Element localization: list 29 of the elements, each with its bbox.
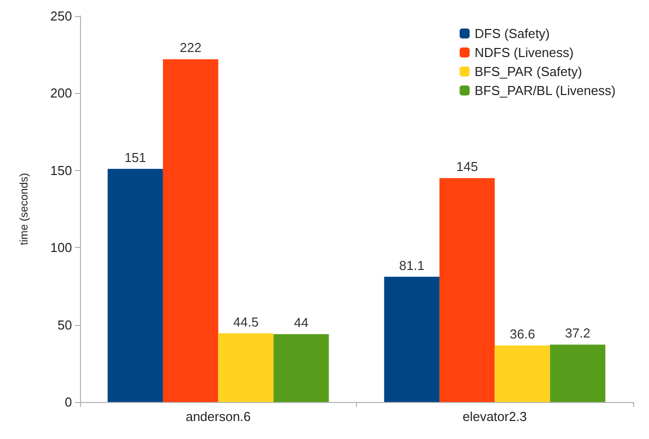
bar	[384, 276, 440, 402]
bar	[162, 59, 218, 402]
y-tick-label: 200	[50, 86, 72, 101]
data-label: 36.6	[510, 326, 536, 342]
x-tick-label: anderson.6	[186, 409, 251, 424]
y-axis-title: time (seconds)	[18, 172, 30, 246]
y-tick-label: 100	[50, 240, 72, 256]
bar	[439, 178, 495, 402]
bar	[550, 344, 606, 402]
legend-label: DFS (Safety)	[474, 26, 550, 41]
bar	[108, 168, 163, 402]
y-tick-label: 50	[58, 317, 72, 332]
bar	[494, 345, 550, 402]
y-tick-label: 0	[64, 394, 72, 410]
legend-label: BFS_PAR (Safety)	[474, 64, 582, 79]
data-label: 44.5	[233, 314, 259, 330]
legend-label: NDFS (Liveness)	[474, 45, 574, 60]
data-label: 222	[180, 40, 202, 56]
y-tick-label: 250	[50, 8, 72, 24]
x-tick-label: elevator2.3	[462, 409, 527, 424]
bar	[218, 333, 274, 402]
data-label: 145	[456, 159, 478, 174]
data-label: 81.1	[399, 258, 424, 273]
data-label: 37.2	[565, 326, 590, 341]
legend-label: BFS_PAR/BL (Liveness)	[474, 83, 616, 98]
y-tick-label: 150	[50, 162, 72, 178]
bar	[274, 334, 329, 402]
data-label: 44	[294, 315, 308, 330]
data-label: 151	[124, 150, 146, 165]
